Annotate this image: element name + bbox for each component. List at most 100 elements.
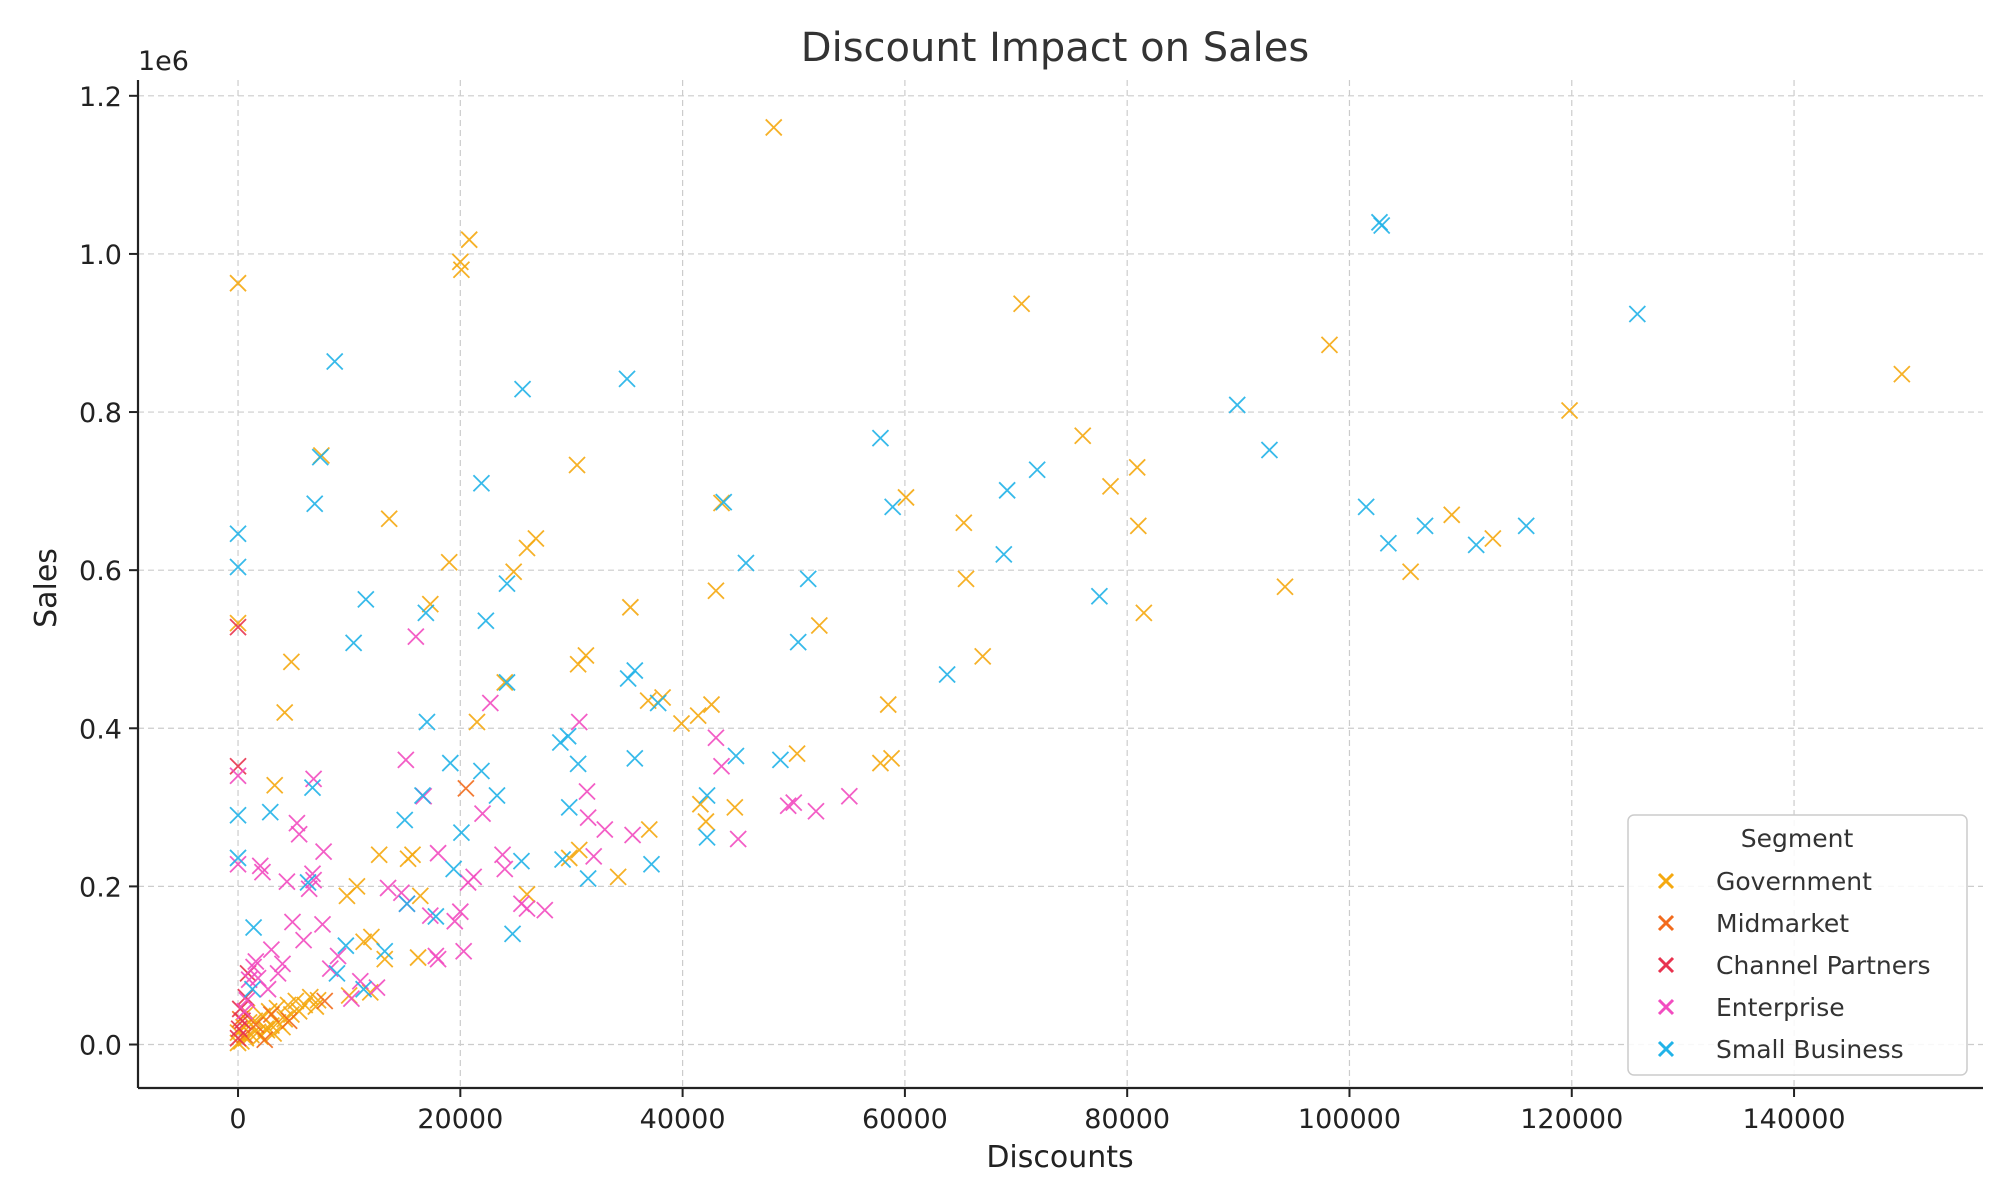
point-government xyxy=(882,749,901,767)
point-enterprise xyxy=(269,964,287,983)
point-government xyxy=(338,887,356,905)
point-small-business xyxy=(398,895,416,913)
point-enterprise xyxy=(303,865,322,883)
point-enterprise xyxy=(455,942,473,960)
point-government xyxy=(1893,365,1911,383)
point-small-business xyxy=(771,751,790,769)
point-midmarket xyxy=(316,992,334,1010)
legend-marker-government xyxy=(1657,872,1675,890)
point-enterprise xyxy=(304,770,323,788)
point-government xyxy=(411,887,429,905)
point-small-business xyxy=(579,869,597,888)
point-government xyxy=(240,1013,258,1032)
point-small-business xyxy=(1416,517,1434,535)
point-government xyxy=(237,1029,255,1047)
point-small-business xyxy=(1090,587,1109,605)
point-enterprise xyxy=(247,952,265,971)
point-government xyxy=(518,539,536,557)
x-tick-label: 40000 xyxy=(640,1104,726,1135)
point-small-business xyxy=(357,590,375,609)
point-government xyxy=(451,253,469,271)
point-midmarket xyxy=(256,1031,274,1049)
point-small-business xyxy=(303,778,322,797)
point-small-business xyxy=(498,673,516,692)
point-small-business xyxy=(326,352,344,371)
point-enterprise xyxy=(304,871,323,889)
point-enterprise xyxy=(429,950,447,968)
point-small-business xyxy=(328,964,346,983)
point-government xyxy=(409,948,427,967)
point-midmarket xyxy=(457,779,475,798)
point-government xyxy=(282,653,301,671)
point-government xyxy=(691,795,710,813)
point-government xyxy=(897,488,915,507)
point-enterprise xyxy=(240,971,258,989)
point-small-business xyxy=(618,370,636,388)
point-government xyxy=(640,820,658,839)
point-enterprise xyxy=(421,907,439,925)
y-tick-label: 0.4 xyxy=(79,714,122,745)
point-small-business xyxy=(306,495,324,513)
y-tick-label: 1.2 xyxy=(79,82,122,113)
point-government xyxy=(1135,604,1153,622)
point-small-business xyxy=(427,907,445,926)
point-enterprise xyxy=(712,757,731,775)
point-enterprise xyxy=(300,880,318,898)
point-enterprise xyxy=(236,1002,254,1020)
point-small-business xyxy=(1517,517,1535,535)
point-government xyxy=(957,570,975,588)
point-channel-partners xyxy=(229,618,247,636)
legend-marker-midmarket xyxy=(1657,914,1675,932)
point-midmarket xyxy=(262,1005,281,1024)
point-small-business xyxy=(229,558,247,576)
point-small-business xyxy=(569,755,587,773)
point-small-business xyxy=(396,811,414,829)
point-enterprise xyxy=(496,860,514,878)
point-government xyxy=(810,616,828,635)
point-small-business xyxy=(477,612,495,630)
x-tick-label: 20000 xyxy=(417,1104,503,1135)
point-government xyxy=(264,1024,283,1043)
point-government xyxy=(569,655,587,673)
point-small-business xyxy=(498,574,516,593)
point-government xyxy=(468,713,486,731)
point-small-business xyxy=(354,980,373,998)
point-small-business xyxy=(418,713,436,731)
point-enterprise xyxy=(807,802,825,820)
point-government xyxy=(1129,517,1147,535)
point-small-business xyxy=(244,918,263,937)
point-small-business xyxy=(799,570,817,588)
point-small-business xyxy=(715,493,733,511)
point-enterprise xyxy=(288,814,306,832)
point-small-business xyxy=(649,694,667,712)
point-enterprise xyxy=(407,627,425,646)
point-midmarket xyxy=(280,1012,298,1030)
point-government xyxy=(399,850,417,868)
point-government xyxy=(362,928,381,946)
point-enterprise xyxy=(379,879,397,897)
point-government xyxy=(376,950,394,968)
point-government xyxy=(307,997,325,1016)
point-enterprise xyxy=(779,797,797,815)
point-government xyxy=(621,598,640,616)
legend-title: Segment xyxy=(1741,824,1854,853)
x-tick-label: 120000 xyxy=(1520,1104,1623,1135)
point-small-business xyxy=(503,925,522,943)
point-enterprise xyxy=(536,901,554,919)
point-small-business xyxy=(559,727,577,745)
point-government xyxy=(496,673,514,692)
point-small-business xyxy=(512,852,531,870)
point-government xyxy=(1320,336,1339,354)
point-small-business xyxy=(619,669,637,688)
point-small-business xyxy=(376,942,394,960)
point-enterprise xyxy=(585,847,603,865)
point-enterprise xyxy=(229,855,247,873)
point-small-business xyxy=(1467,536,1485,554)
point-government xyxy=(301,988,319,1006)
point-government xyxy=(1276,578,1294,596)
legend: Segment Government Midmarket Channel Partn… xyxy=(1627,814,1968,1076)
point-small-business xyxy=(789,633,807,651)
point-enterprise xyxy=(840,787,858,805)
point-government xyxy=(421,595,439,613)
